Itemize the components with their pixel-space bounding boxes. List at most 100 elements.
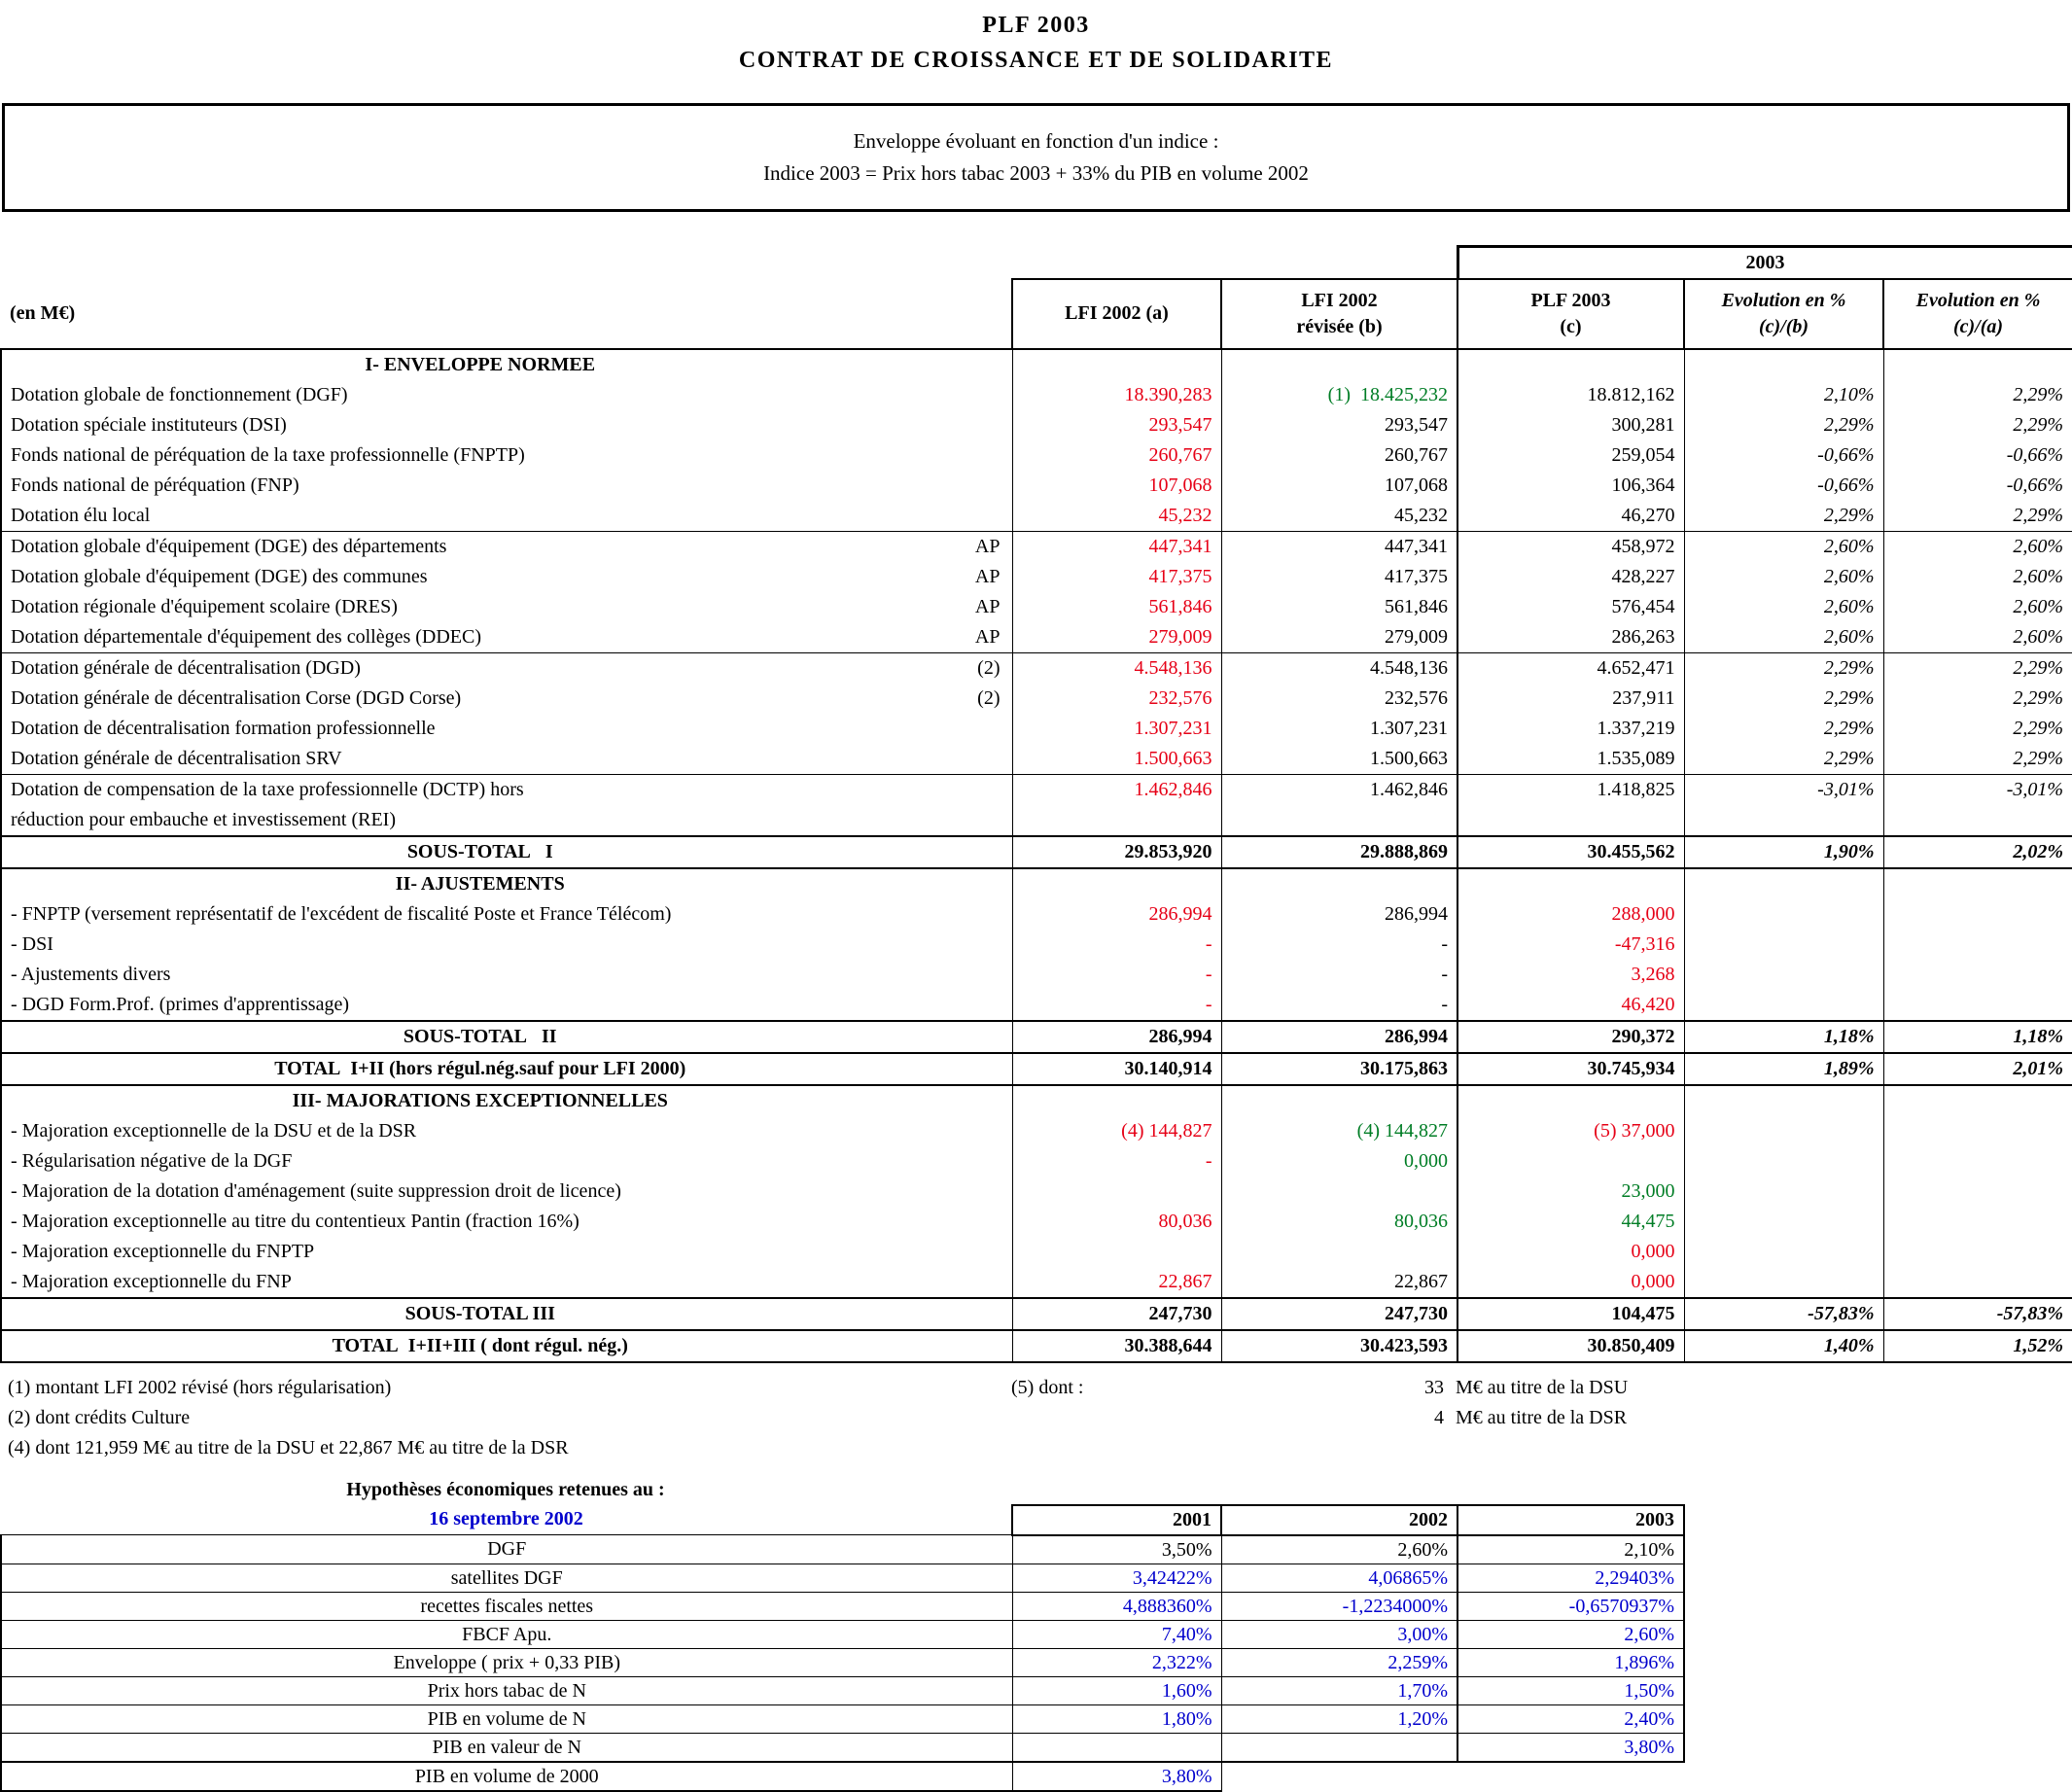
col-header-line: LFI 2002 (a) [1065,302,1169,324]
cell-b [1220,1176,1457,1207]
cell-c [1457,1084,1684,1116]
row-label: - Majoration de la dotation d'aménagemen… [0,1176,1012,1207]
footnote-2: (2) dont crédits Culture [8,1406,191,1428]
cell-c: 0,000 [1457,1236,1684,1267]
col-header-evolution-cb: Evolution en % (c)/(b) [1683,277,1884,350]
section-header-row: II- AJUSTEMENTS [0,867,2072,899]
data-row: Dotation générale de décentralisation (D… [0,651,2072,684]
cell-evolution-cb: 2,29% [1683,743,1883,774]
cell-2003: 2,40% [1457,1704,1685,1734]
cell-b: - [1220,929,1457,960]
row-label: PIB en volume de 2000 [0,1761,1013,1792]
document-title-line2: CONTRAT DE CROISSANCE ET DE SOLIDARITE [738,48,1334,73]
cell-a: 4.548,136 [1011,651,1221,684]
row-label: Dotation générale de décentralisation Co… [0,683,1012,714]
cell-evolution-cb [1683,898,1883,930]
cell-a [1011,867,1221,899]
cell-c: 576,454 [1457,591,1684,622]
cell-a [1011,1084,1221,1116]
cell-a: 260,767 [1011,439,1221,471]
row-label: satellites DGF [0,1563,1013,1593]
cell-a: - [1011,1145,1221,1177]
cell-evolution-ca [1882,929,2072,960]
cell-evolution-cb [1683,1084,1883,1116]
cell-2002: 1,70% [1220,1675,1458,1705]
cell-evolution-cb: 2,29% [1683,500,1883,531]
cell-a: 447,341 [1011,530,1221,562]
row-label: - DSI [0,929,1012,960]
row-label: DGF [0,1534,1013,1564]
footnote-row: (2) dont crédits Culture 4 M€ au titre d… [0,1403,2072,1433]
cell-c: 106,364 [1457,470,1684,501]
cell-b: 286,994 [1220,898,1457,930]
cell-c: 259,054 [1457,439,1684,471]
hypotheses-row: Prix hors tabac de N 1,60% 1,70% 1,50% [0,1675,1685,1705]
data-row: Fonds national de péréquation (FNP) 107,0… [0,470,2072,501]
cell-2002: -1,2234000% [1220,1591,1458,1621]
cell-evolution-cb: 1,90% [1683,834,1883,869]
column-header-row: (en M€) LFI 2002 (a) LFI 2002 révisée (b… [1,277,2072,350]
cell-2003: 3,80% [1457,1732,1685,1763]
cell-b: 561,846 [1220,591,1457,622]
cell-b: 45,232 [1220,500,1457,531]
cell-evolution-cb: -57,83% [1683,1296,1883,1331]
col-header-line: (c)/(a) [1952,315,2004,337]
row-label: - Majoration exceptionnelle au titre du … [0,1206,1012,1237]
data-row: - Majoration exceptionnelle du FNPTP 0,00… [0,1236,2072,1267]
hyp-col-header-2003: 2003 [1457,1503,1685,1536]
cell-2003: 2,29403% [1457,1563,1685,1593]
hypotheses-date: 16 septembre 2002 [429,1508,583,1530]
row-label: - Régularisation négative de la DGF [0,1145,1012,1177]
data-row: - Majoration exceptionnelle de la DSU et… [0,1115,2072,1146]
hypotheses-row: FBCF Apu. 7,40% 3,00% 2,60% [0,1619,1685,1649]
data-row: Dotation élu local 45,232 45,232 46,270 2,29… [0,500,2072,531]
cell-c: 237,911 [1457,683,1684,714]
col-header-line: Evolution en % [1721,289,1846,311]
cell-evolution-cb: 2,10% [1683,379,1883,410]
cell-a: 80,036 [1011,1206,1221,1237]
cell-evolution-cb: 1,18% [1683,1019,1883,1054]
row-label: PIB en volume de N [0,1704,1013,1734]
row-label: I- ENVELOPPE NORMEE [0,348,1012,380]
data-row: - DSI - - -47,316 [0,929,2072,960]
cell-evolution-cb [1683,1176,1883,1207]
empty-cell [1457,1762,1684,1791]
footnote-5-dsr-value: 4 [1434,1406,1444,1428]
row-label: Dotation générale de décentralisation SR… [0,743,1012,774]
data-row: - Majoration exceptionnelle au titre du … [0,1206,2072,1237]
row-label: PIB en valeur de N [0,1732,1013,1763]
cell-a: 45,232 [1011,500,1221,531]
cell-evolution-cb [1683,1206,1883,1237]
row-marker: (2) [977,686,1001,709]
cell-b: 30.423,593 [1220,1328,1457,1363]
cell-c: (5) 37,000 [1457,1115,1684,1146]
cell-b: 286,994 [1220,1019,1457,1054]
col-header-line: LFI 2002 [1301,289,1378,311]
cell-b: 30.175,863 [1220,1051,1457,1086]
cell-evolution-cb [1683,959,1883,990]
unit-label: (en M€) [1,278,1012,350]
cell-evolution-cb: 2,29% [1683,683,1883,714]
data-row: Dotation globale d'équipement (DGE) des … [0,561,2072,592]
cell-evolution-ca: 2,02% [1882,834,2072,869]
cell-2003: 1,896% [1457,1647,1685,1677]
row-label: Dotation régionale d'équipement scolaire… [0,591,1012,622]
col-header-evolution-ca: Evolution en % (c)/(a) [1881,277,2072,350]
row-label: Dotation générale de décentralisation (D… [0,651,1012,684]
cell-a: - [1011,929,1221,960]
cell-c: 288,000 [1457,898,1684,930]
cell-evolution-ca [1882,898,2072,930]
row-label: - DGD Form.Prof. (primes d'apprentissage… [0,989,1012,1021]
cell-b [1220,348,1457,380]
cell-c: 18.812,162 [1457,379,1684,410]
cell-2001: 7,40% [1011,1619,1222,1649]
section-header-row: I- ENVELOPPE NORMEE [0,348,2072,380]
cell-evolution-ca: 2,29% [1882,743,2072,774]
cell-evolution-ca [1882,1084,2072,1116]
document-title-line1: PLF 2003 [982,13,1090,38]
footnote-5-label: (5) dont : [1011,1376,1084,1398]
data-row: - Régularisation négative de la DGF -0,00… [0,1145,2072,1177]
cell-c: 286,263 [1457,621,1684,652]
cell-2001: 4,888360% [1011,1591,1222,1621]
cell-evolution-ca: 1,18% [1882,1019,2072,1054]
